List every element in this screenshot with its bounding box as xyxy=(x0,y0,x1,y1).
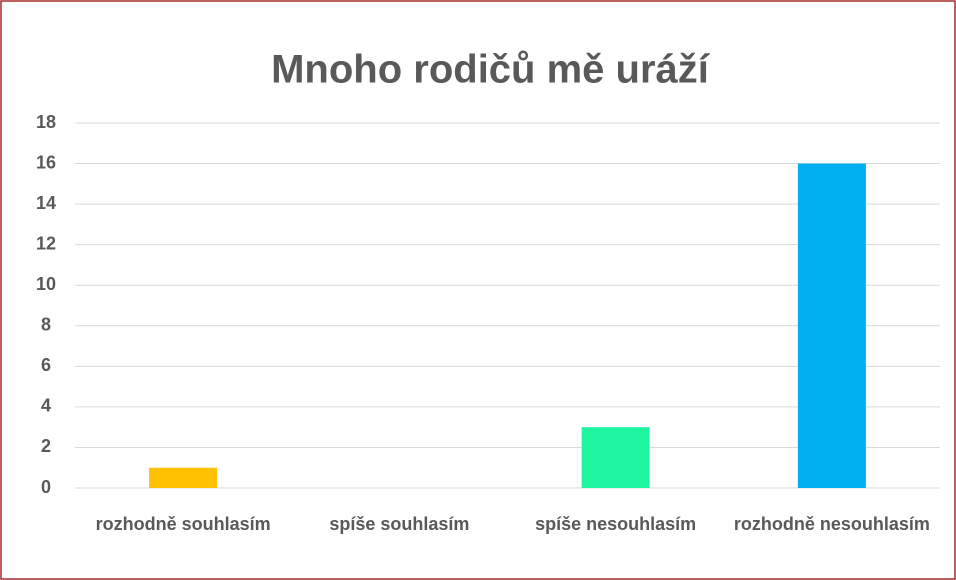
y-tick-label: 12 xyxy=(36,233,56,253)
y-tick-label: 14 xyxy=(36,193,56,213)
y-tick-label: 16 xyxy=(36,152,56,172)
x-tick-label: rozhodně nesouhlasím xyxy=(733,514,930,534)
y-tick-label: 0 xyxy=(41,477,51,497)
y-tick-label: 6 xyxy=(41,355,51,375)
chart-title: Mnoho rodičů mě uráží xyxy=(271,48,711,92)
bar xyxy=(797,163,866,489)
x-tick-label: spíše souhlasím xyxy=(329,514,470,534)
y-tick-label: 10 xyxy=(36,274,56,294)
x-tick-label: rozhodně souhlasím xyxy=(95,514,271,534)
y-tick-label: 2 xyxy=(41,436,51,456)
y-tick-label: 4 xyxy=(41,396,51,416)
bar xyxy=(149,467,218,488)
bar xyxy=(581,427,650,488)
y-tick-label: 8 xyxy=(41,315,51,335)
x-tick-label: spíše nesouhlasím xyxy=(535,514,697,534)
y-tick-label: 18 xyxy=(36,112,56,132)
